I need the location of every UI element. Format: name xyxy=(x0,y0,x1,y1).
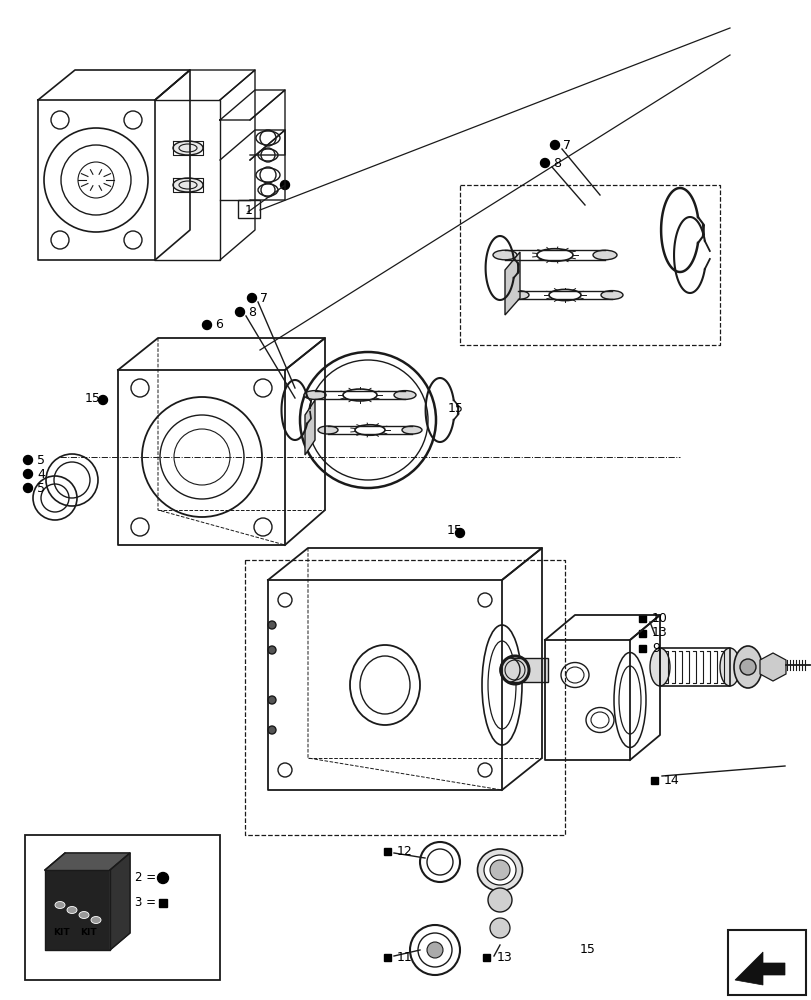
Text: 12: 12 xyxy=(397,845,412,858)
Bar xyxy=(639,644,646,652)
Circle shape xyxy=(235,308,244,316)
Text: 7: 7 xyxy=(562,139,570,152)
Text: 1: 1 xyxy=(245,204,252,217)
Polygon shape xyxy=(305,400,315,455)
Circle shape xyxy=(24,484,32,492)
Circle shape xyxy=(268,726,276,734)
Circle shape xyxy=(247,294,256,302)
Circle shape xyxy=(268,646,276,654)
Text: 14: 14 xyxy=(663,774,679,786)
Circle shape xyxy=(280,181,290,190)
Text: 10: 10 xyxy=(651,611,667,624)
Ellipse shape xyxy=(600,291,622,299)
Ellipse shape xyxy=(393,391,415,399)
Bar xyxy=(384,954,391,961)
Bar xyxy=(639,630,646,636)
Text: 7: 7 xyxy=(260,292,268,304)
Polygon shape xyxy=(734,952,784,985)
Bar xyxy=(509,658,547,682)
Ellipse shape xyxy=(173,178,203,192)
Ellipse shape xyxy=(173,141,203,155)
Ellipse shape xyxy=(506,291,528,299)
Text: 11: 11 xyxy=(397,951,412,964)
Polygon shape xyxy=(109,853,130,950)
Text: 2 =: 2 = xyxy=(135,871,156,884)
Bar xyxy=(159,899,167,907)
Ellipse shape xyxy=(492,250,517,260)
Circle shape xyxy=(489,918,509,938)
Text: 5: 5 xyxy=(37,482,45,494)
Circle shape xyxy=(487,888,512,912)
Text: 3 =: 3 = xyxy=(135,896,156,910)
Text: 15: 15 xyxy=(448,401,463,414)
Text: 15: 15 xyxy=(446,524,462,536)
Polygon shape xyxy=(504,252,519,315)
Circle shape xyxy=(157,872,169,884)
Text: 4: 4 xyxy=(37,468,45,481)
Ellipse shape xyxy=(649,648,669,686)
Circle shape xyxy=(98,395,107,404)
Text: KIT: KIT xyxy=(80,928,97,937)
Ellipse shape xyxy=(55,901,65,908)
Text: 13: 13 xyxy=(496,951,512,964)
Ellipse shape xyxy=(733,646,761,688)
Circle shape xyxy=(268,621,276,629)
Text: 13: 13 xyxy=(651,626,667,640)
Ellipse shape xyxy=(303,391,325,399)
Bar xyxy=(25,835,220,980)
Circle shape xyxy=(24,456,32,464)
Bar xyxy=(483,954,490,961)
Circle shape xyxy=(24,470,32,479)
Ellipse shape xyxy=(477,849,521,891)
Bar xyxy=(238,200,260,218)
Text: 15: 15 xyxy=(85,391,101,404)
Text: 15: 15 xyxy=(579,943,595,956)
Ellipse shape xyxy=(483,855,515,885)
Ellipse shape xyxy=(67,906,77,913)
Ellipse shape xyxy=(592,250,616,260)
Ellipse shape xyxy=(91,916,101,923)
Text: 8: 8 xyxy=(552,157,560,170)
Text: 5: 5 xyxy=(37,454,45,466)
Polygon shape xyxy=(759,653,785,681)
Circle shape xyxy=(202,320,211,330)
Bar xyxy=(639,614,646,621)
Bar xyxy=(727,930,805,995)
Ellipse shape xyxy=(719,648,739,686)
Circle shape xyxy=(455,528,464,538)
Polygon shape xyxy=(46,871,109,949)
Ellipse shape xyxy=(79,911,89,918)
Bar xyxy=(650,776,658,784)
Ellipse shape xyxy=(500,658,519,682)
Circle shape xyxy=(739,659,755,675)
Text: 6: 6 xyxy=(215,318,222,332)
Circle shape xyxy=(427,942,443,958)
Circle shape xyxy=(550,141,559,150)
Text: KIT: KIT xyxy=(53,928,70,937)
Ellipse shape xyxy=(318,426,337,434)
Text: 8: 8 xyxy=(247,306,255,318)
Bar xyxy=(384,848,391,855)
Polygon shape xyxy=(45,853,130,870)
Circle shape xyxy=(540,159,549,168)
Circle shape xyxy=(489,860,509,880)
Text: 9: 9 xyxy=(651,642,659,654)
Circle shape xyxy=(268,696,276,704)
Ellipse shape xyxy=(401,426,422,434)
